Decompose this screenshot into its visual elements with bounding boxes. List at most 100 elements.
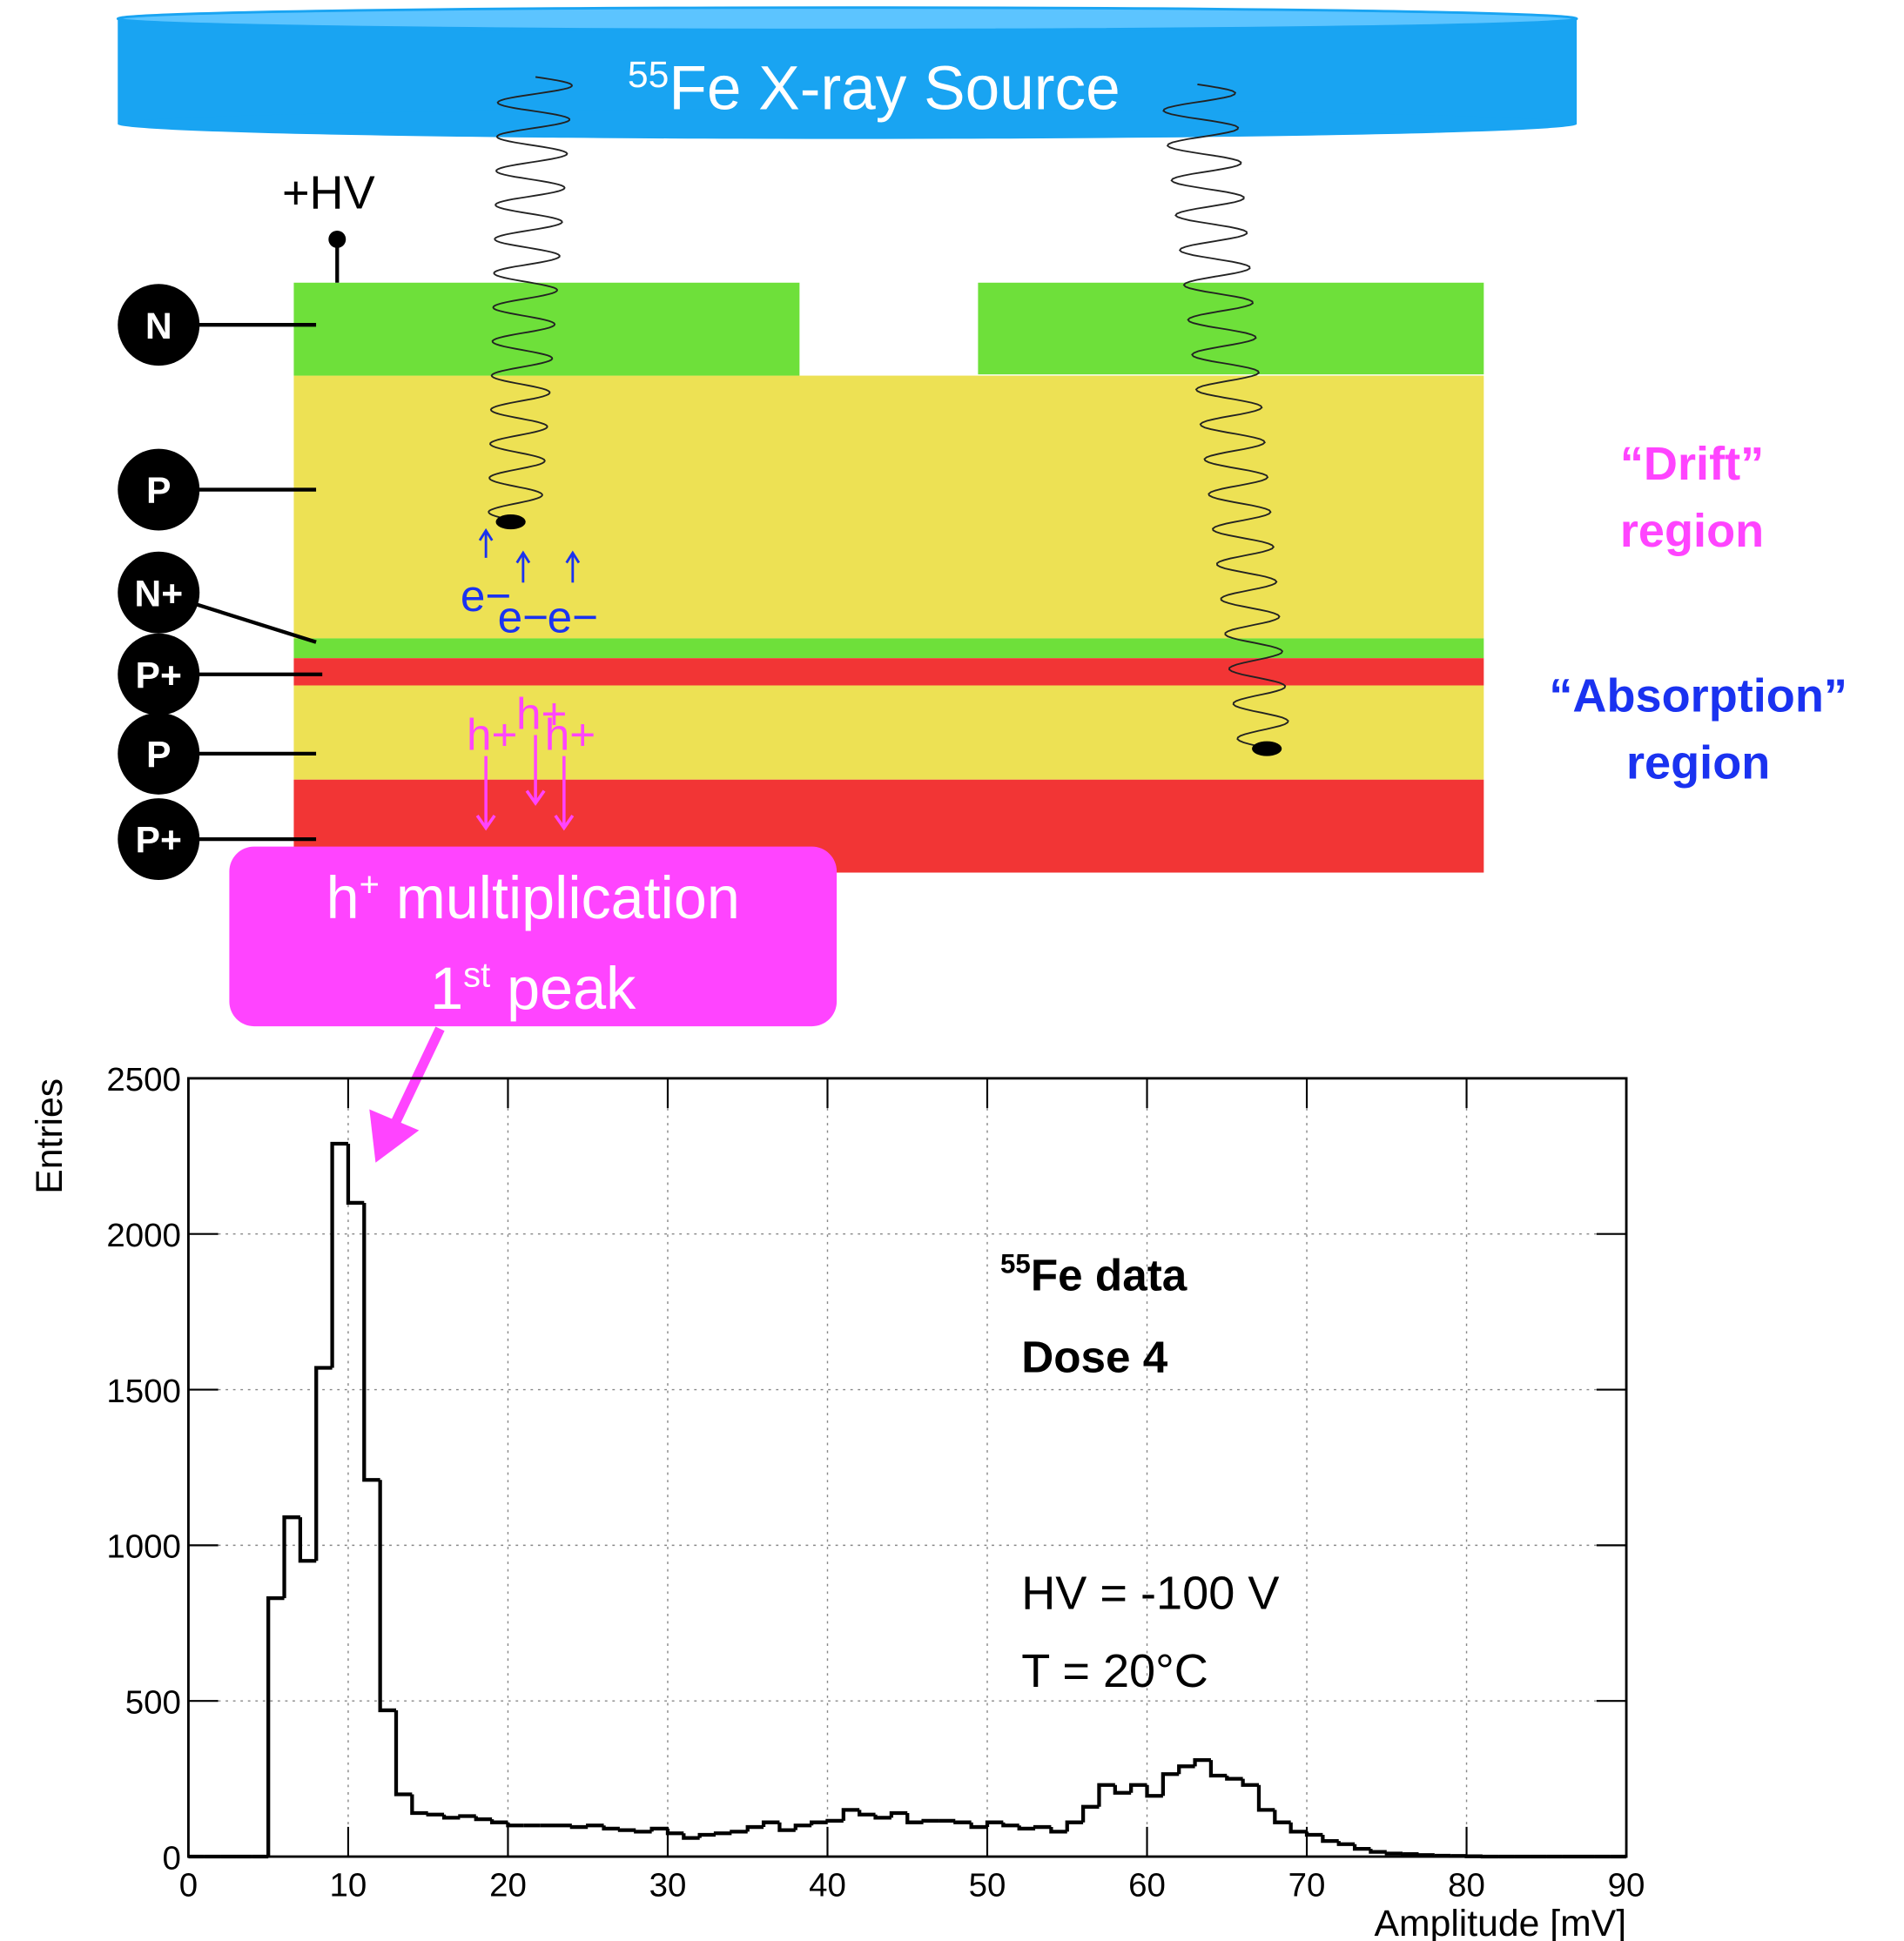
plot-frame	[188, 1078, 1626, 1857]
source-label: 55Fe X-ray Source	[628, 54, 1120, 124]
bar	[811, 1823, 827, 1826]
hv-node	[328, 231, 346, 248]
bar	[268, 1598, 284, 1857]
layer-n-plus	[293, 638, 1484, 658]
hole: h+	[545, 710, 595, 760]
sup: 55	[1000, 1248, 1031, 1279]
layer-label: P	[146, 734, 171, 776]
source-top	[118, 8, 1577, 30]
bar	[1051, 1827, 1066, 1831]
sup: +	[360, 866, 380, 904]
bar	[972, 1823, 987, 1827]
bar	[779, 1823, 795, 1830]
x-tick-label: 0	[179, 1867, 198, 1904]
bar	[1115, 1785, 1131, 1793]
bar	[652, 1829, 668, 1832]
layer-p-plus	[293, 658, 1484, 685]
callout-line: 1st peak	[430, 956, 636, 1022]
bar	[1083, 1807, 1099, 1823]
bar	[1355, 1844, 1370, 1849]
bar	[492, 1819, 508, 1823]
bar	[748, 1827, 764, 1831]
x-tick-label: 30	[649, 1867, 687, 1904]
x-tick-label: 50	[969, 1867, 1006, 1904]
absorption-point	[1252, 742, 1282, 756]
bar	[987, 1823, 1003, 1827]
page: { "diagram": { "source": {"sup": "55", "…	[0, 0, 1904, 1941]
sup: 55	[628, 54, 669, 96]
annotation-text: Fe data	[1031, 1250, 1187, 1300]
x-tick-label: 90	[1608, 1867, 1645, 1904]
bar	[716, 1833, 731, 1835]
bar	[827, 1821, 843, 1823]
bar	[1211, 1760, 1227, 1776]
bar	[1195, 1760, 1211, 1766]
bar	[955, 1821, 971, 1823]
y-tick-label: 2000	[106, 1217, 181, 1254]
layer-label: P+	[136, 655, 182, 696]
callout-line: h+ multiplication	[326, 865, 740, 931]
bar	[796, 1825, 811, 1830]
callout-text: h	[326, 865, 360, 931]
bar	[1131, 1785, 1147, 1793]
bar	[1291, 1823, 1307, 1832]
bar	[333, 1144, 348, 1368]
layer-labels: NPN+P+PP+	[118, 284, 322, 880]
annotation: Dose 4	[1021, 1332, 1168, 1381]
bar	[859, 1810, 875, 1814]
absorption-point	[496, 514, 526, 529]
layer-label: P	[146, 470, 171, 512]
callout-text: 1	[430, 956, 463, 1022]
bar	[668, 1829, 683, 1833]
bar	[572, 1825, 588, 1827]
bar	[412, 1795, 427, 1813]
electron: e−	[498, 592, 548, 641]
y-tick-label: 2500	[106, 1061, 181, 1098]
bar	[1179, 1766, 1194, 1774]
bar	[1243, 1779, 1259, 1785]
bar	[348, 1144, 364, 1203]
callout-text: peak	[490, 956, 636, 1022]
bar	[876, 1815, 891, 1818]
bar	[731, 1831, 747, 1833]
bar	[1418, 1854, 1434, 1855]
bar	[604, 1825, 620, 1829]
bar	[844, 1810, 859, 1821]
bar	[380, 1480, 396, 1710]
y-tick-label: 500	[125, 1683, 181, 1721]
bar	[316, 1368, 332, 1562]
x-tick-label: 80	[1448, 1867, 1485, 1904]
y-tick-label: 1000	[106, 1528, 181, 1566]
bar	[1099, 1785, 1114, 1807]
x-tick-label: 70	[1288, 1867, 1326, 1904]
bar	[285, 1517, 300, 1598]
bar	[924, 1821, 939, 1823]
bar	[636, 1830, 651, 1832]
bar	[620, 1829, 636, 1830]
bar	[700, 1835, 716, 1838]
bar	[1003, 1823, 1019, 1826]
bar	[1387, 1852, 1403, 1854]
bar	[396, 1710, 412, 1795]
x-tick-label: 40	[809, 1867, 846, 1904]
x-tick-label: 20	[489, 1867, 527, 1904]
sup: st	[463, 957, 490, 995]
x-axis-label: Amplitude [mV]	[1375, 1903, 1627, 1941]
bar	[460, 1817, 475, 1818]
bar	[1163, 1774, 1179, 1796]
layer-label: P+	[136, 820, 182, 862]
bar	[364, 1203, 380, 1480]
bar	[1322, 1835, 1338, 1841]
bar	[1275, 1810, 1290, 1822]
callout-text: multiplication	[380, 865, 740, 931]
bar	[891, 1813, 907, 1817]
bar	[508, 1823, 523, 1826]
electron: e−	[548, 592, 598, 641]
absorption-label: “Absorption”	[1549, 669, 1847, 722]
bar	[300, 1517, 316, 1561]
drift-label: “Drift”	[1620, 438, 1764, 490]
bar	[444, 1815, 460, 1818]
bar	[1370, 1849, 1386, 1852]
bar	[1307, 1831, 1322, 1835]
